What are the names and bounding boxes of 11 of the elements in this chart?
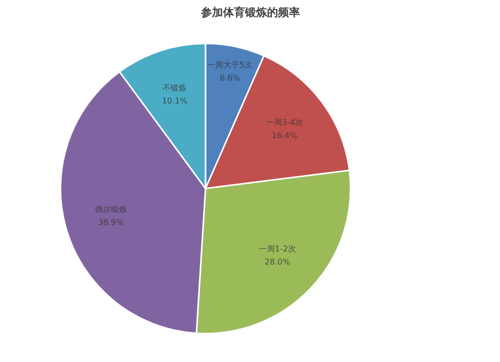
data-label: 10.1% <box>162 96 188 106</box>
slice-label: 不锻炼 <box>162 83 187 92</box>
slice-label: 一周3-4次 <box>266 118 304 128</box>
slice-label: 一周大于5次 <box>207 60 253 70</box>
data-label: 38.9% <box>98 218 124 227</box>
chart-title: 参加体育锻炼的频率 <box>200 6 300 19</box>
data-label: 6.6% <box>220 74 241 83</box>
slice-label: 偶尔锻炼 <box>94 204 127 214</box>
data-label: 16.4% <box>272 131 298 140</box>
data-label: 28.0% <box>264 257 290 266</box>
slice-label: 一周1-2次 <box>258 244 296 254</box>
